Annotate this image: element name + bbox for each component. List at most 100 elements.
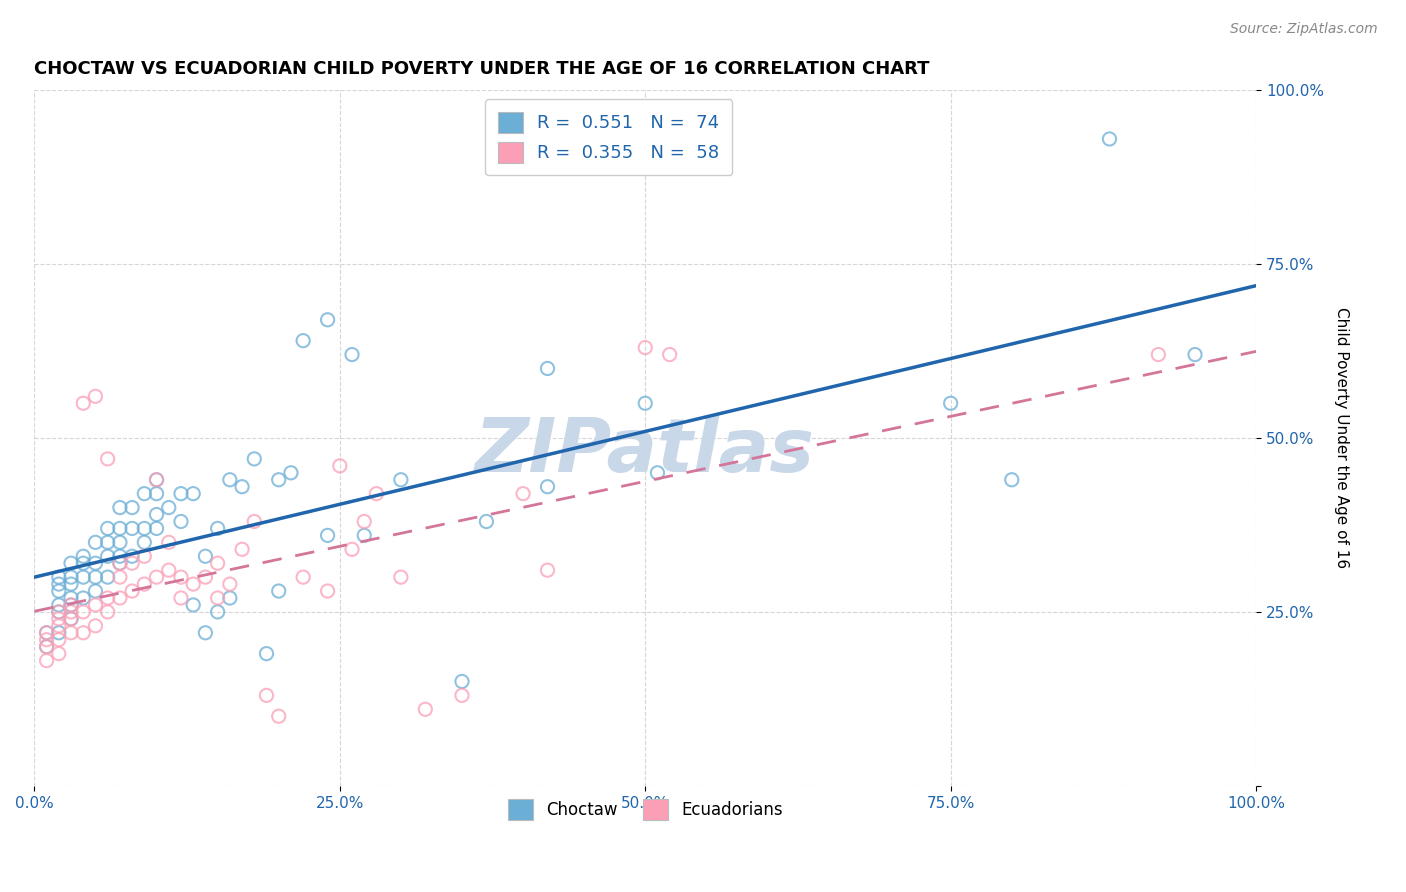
Point: [658, 347, 681, 361]
Point: [170, 486, 193, 500]
Point: [72, 591, 94, 605]
Point: [512, 486, 534, 500]
Point: [60, 591, 83, 605]
Point: [60, 577, 83, 591]
Point: [72, 625, 94, 640]
Point: [48, 647, 70, 661]
Point: [1147, 347, 1170, 361]
Point: [366, 486, 388, 500]
Point: [97, 570, 120, 584]
Point: [60, 612, 83, 626]
Point: [145, 570, 167, 584]
Point: [108, 556, 131, 570]
Point: [121, 556, 143, 570]
Point: [353, 528, 375, 542]
Point: [84, 389, 107, 403]
Point: [939, 396, 962, 410]
Point: [181, 577, 204, 591]
Point: [48, 577, 70, 591]
Point: [35, 654, 58, 668]
Point: [108, 591, 131, 605]
Point: [84, 535, 107, 549]
Point: [218, 577, 240, 591]
Point: [207, 556, 229, 570]
Point: [60, 605, 83, 619]
Point: [207, 605, 229, 619]
Point: [389, 570, 412, 584]
Point: [267, 473, 290, 487]
Point: [145, 508, 167, 522]
Point: [48, 584, 70, 599]
Point: [194, 549, 217, 564]
Point: [121, 521, 143, 535]
Point: [292, 334, 315, 348]
Point: [340, 542, 363, 557]
Point: [292, 570, 315, 584]
Point: [84, 619, 107, 633]
Point: [60, 598, 83, 612]
Point: [243, 515, 266, 529]
Point: [48, 632, 70, 647]
Point: [218, 591, 240, 605]
Point: [207, 521, 229, 535]
Point: [48, 625, 70, 640]
Point: [97, 591, 120, 605]
Point: [35, 625, 58, 640]
Point: [340, 347, 363, 361]
Point: [84, 598, 107, 612]
Point: [475, 515, 498, 529]
Point: [134, 535, 156, 549]
Point: [72, 396, 94, 410]
Point: [108, 500, 131, 515]
Point: [157, 535, 180, 549]
Point: [536, 480, 558, 494]
Point: [121, 500, 143, 515]
Text: CHOCTAW VS ECUADORIAN CHILD POVERTY UNDER THE AGE OF 16 CORRELATION CHART: CHOCTAW VS ECUADORIAN CHILD POVERTY UNDE…: [34, 60, 929, 78]
Point: [231, 542, 253, 557]
Point: [267, 709, 290, 723]
Point: [1001, 473, 1024, 487]
Point: [647, 466, 669, 480]
Point: [316, 584, 339, 599]
Point: [60, 598, 83, 612]
Point: [451, 674, 474, 689]
Legend: Choctaw, Ecuadorians: Choctaw, Ecuadorians: [495, 786, 796, 833]
Point: [145, 521, 167, 535]
Point: [451, 689, 474, 703]
Point: [48, 605, 70, 619]
Point: [329, 458, 352, 473]
Y-axis label: Child Poverty Under the Age of 16: Child Poverty Under the Age of 16: [1334, 308, 1348, 568]
Point: [1098, 132, 1121, 146]
Point: [84, 584, 107, 599]
Point: [48, 619, 70, 633]
Point: [72, 570, 94, 584]
Point: [256, 647, 278, 661]
Point: [145, 473, 167, 487]
Point: [60, 556, 83, 570]
Text: ZIPatlas: ZIPatlas: [475, 416, 815, 489]
Point: [108, 549, 131, 564]
Point: [97, 451, 120, 466]
Point: [316, 528, 339, 542]
Point: [145, 473, 167, 487]
Point: [145, 486, 167, 500]
Point: [316, 313, 339, 327]
Point: [1184, 347, 1206, 361]
Point: [72, 556, 94, 570]
Point: [35, 632, 58, 647]
Point: [134, 549, 156, 564]
Point: [243, 451, 266, 466]
Point: [97, 521, 120, 535]
Point: [108, 570, 131, 584]
Point: [194, 625, 217, 640]
Point: [634, 396, 657, 410]
Point: [134, 521, 156, 535]
Point: [280, 466, 302, 480]
Point: [134, 486, 156, 500]
Point: [415, 702, 437, 716]
Point: [72, 605, 94, 619]
Point: [84, 556, 107, 570]
Point: [170, 591, 193, 605]
Point: [35, 640, 58, 654]
Point: [157, 563, 180, 577]
